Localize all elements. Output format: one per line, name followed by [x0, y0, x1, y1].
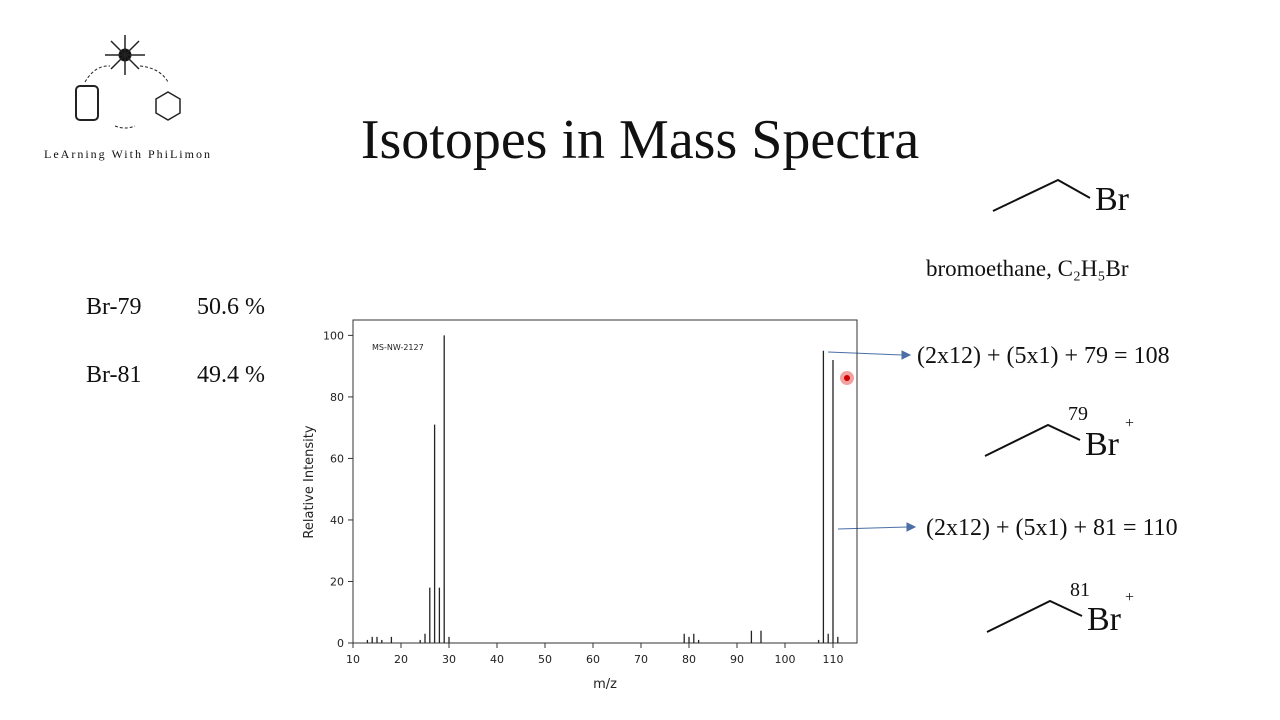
equation: (2x12) + (5x1) + 81 = 110	[926, 515, 1178, 541]
x-tick-label: 110	[823, 653, 844, 666]
equation: (2x12) + (5x1) + 79 = 108	[917, 343, 1170, 369]
isotope-name: Br-79	[86, 294, 142, 320]
mass-number: 79	[1068, 403, 1088, 425]
y-tick-label: 60	[330, 452, 344, 465]
mass-number: 81	[1070, 579, 1090, 601]
slide-title: Isotopes in Mass Spectra	[361, 109, 920, 171]
x-tick-label: 40	[490, 653, 504, 666]
y-tick-label: 80	[330, 391, 344, 404]
x-tick-label: 80	[682, 653, 696, 666]
y-tick-label: 0	[337, 637, 344, 650]
y-tick-label: 40	[330, 514, 344, 527]
charge: +	[1125, 589, 1134, 606]
logo-text: LeArning With PhiLimon	[44, 147, 212, 161]
x-axis-label: m/z	[593, 677, 617, 692]
x-tick-label: 20	[394, 653, 408, 666]
chart-annotation: MS-NW-2127	[372, 343, 424, 352]
x-tick-label: 10	[346, 653, 360, 666]
isotope-abundance: 49.4 %	[197, 362, 265, 388]
arrows	[827, 350, 917, 532]
x-tick-label: 90	[730, 653, 744, 666]
atom-label: Br	[1087, 601, 1122, 638]
ethyl-bond	[986, 599, 1083, 633]
logo	[75, 35, 181, 129]
x-tick-label: 100	[775, 653, 796, 666]
isotope-abundance: 50.6 %	[197, 294, 265, 320]
x-tick-label: 70	[634, 653, 648, 666]
ethyl-bond	[992, 178, 1091, 212]
atom-label: Br	[1095, 181, 1130, 218]
charge: +	[1125, 415, 1134, 432]
cursor-dot	[844, 375, 850, 381]
x-tick-label: 50	[538, 653, 552, 666]
y-tick-label: 20	[330, 575, 344, 588]
isotope-name: Br-81	[86, 362, 142, 388]
y-tick-label: 100	[323, 329, 344, 342]
x-tick-label: 30	[442, 653, 456, 666]
x-tick-label: 60	[586, 653, 600, 666]
molecule-name: bromoethane, C₂H₅Br	[926, 256, 1129, 281]
plot-frame	[352, 319, 858, 644]
y-axis-label: Relative Intensity	[302, 425, 317, 538]
atom-label: Br	[1085, 426, 1120, 463]
ethyl-bond	[984, 423, 1081, 457]
